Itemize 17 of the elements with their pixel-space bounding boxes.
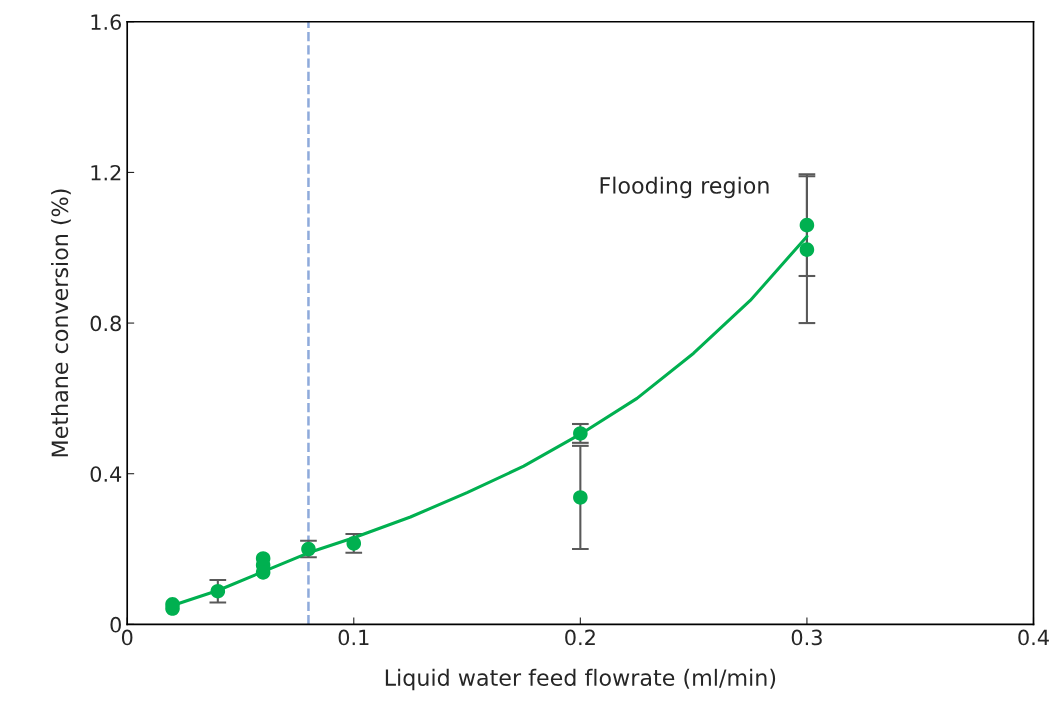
- y-tick-label: 1.6: [91, 14, 122, 30]
- x-tick-label: 0.2: [565, 629, 595, 646]
- point: [573, 490, 588, 505]
- x-tick-label: 0: [121, 629, 133, 646]
- x-axis-title: Liquid water feed flowrate (ml/min): [385, 668, 776, 691]
- y-tick-label: 0: [110, 616, 121, 633]
- y-tick-label: 0.8: [90, 315, 121, 332]
- y-tick-label: 0.4: [90, 466, 122, 482]
- annotation: Flooding region: [600, 176, 769, 199]
- x-tick-label: 0.4: [1018, 629, 1049, 646]
- x-tick-label: 0.1: [338, 629, 369, 646]
- y-axis-title: Methane conversion (%): [51, 189, 71, 457]
- point: [799, 242, 815, 257]
- point: [210, 583, 226, 599]
- point: [799, 217, 815, 233]
- x-tick-label: 0.3: [791, 629, 822, 646]
- y-tick-label: 1.2: [91, 164, 121, 181]
